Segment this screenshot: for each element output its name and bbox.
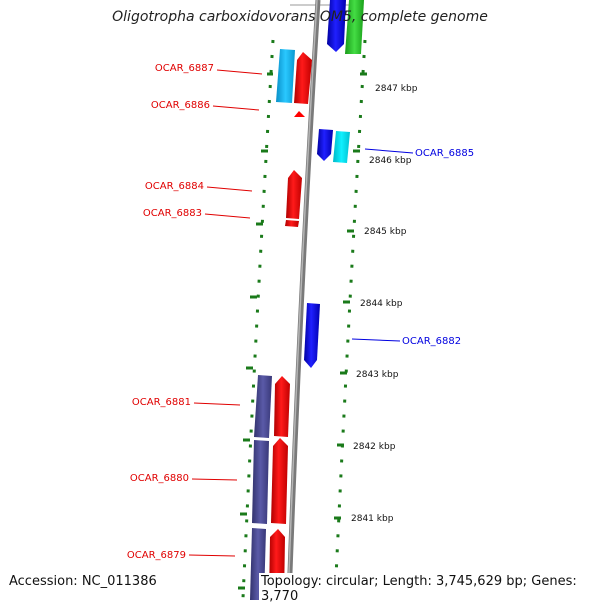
leader-ocar-6886 xyxy=(212,105,260,111)
label-leaders xyxy=(188,69,414,557)
leader-ocar-6884 xyxy=(206,186,253,192)
map-title: Oligotropha carboxidovorans OM5, complet… xyxy=(112,9,488,25)
tick-labels: 2847 kbp 2846 kbp 2845 kbp 2844 kbp 2843… xyxy=(351,84,418,524)
tick-label: 2844 kbp xyxy=(360,299,403,309)
gene-ocar-6887[interactable] xyxy=(276,49,295,103)
gene-labels: OCAR_6887 OCAR_6886 OCAR_6884 OCAR_6883 … xyxy=(127,63,474,561)
gene-ocar-6881[interactable] xyxy=(274,376,290,437)
tick-ring-right xyxy=(333,39,367,599)
major-ticks xyxy=(238,72,367,590)
gene-label-ocar-6885[interactable]: OCAR_6885 xyxy=(415,148,474,159)
tick-label: 2847 kbp xyxy=(375,84,418,94)
tick-ring-left xyxy=(241,39,275,599)
gene-ocar-6885-blue[interactable] xyxy=(317,129,333,161)
tick-label: 2841 kbp xyxy=(351,514,394,524)
tick-label: 2845 kbp xyxy=(364,227,407,237)
gene-features xyxy=(250,0,364,600)
gene-reverse[interactable] xyxy=(327,0,346,52)
leader-ocar-6887 xyxy=(216,69,263,75)
leader-ocar-6882 xyxy=(351,338,401,342)
gene-ocar-6880-purple[interactable] xyxy=(252,440,269,524)
gene-ocar-6886[interactable] xyxy=(294,111,305,117)
gene-ocar-6884[interactable] xyxy=(286,170,302,219)
gene-ocar-6881-purple[interactable] xyxy=(254,375,272,438)
tick-label: 2846 kbp xyxy=(369,156,412,166)
gene-label-ocar-6884[interactable]: OCAR_6884 xyxy=(145,181,204,192)
gene-label-ocar-6879[interactable]: OCAR_6879 xyxy=(127,550,186,561)
genome-summary-text: Topology: circular; Length: 3,745,629 bp… xyxy=(259,573,600,605)
leader-ocar-6883 xyxy=(204,213,251,219)
leader-ocar-6879 xyxy=(188,554,236,557)
gene-green[interactable] xyxy=(345,0,364,54)
gene-label-ocar-6887[interactable]: OCAR_6887 xyxy=(155,63,214,74)
gene-ocar-6885-cyan[interactable] xyxy=(333,131,350,163)
gene-label-ocar-6881[interactable]: OCAR_6881 xyxy=(132,397,191,408)
leader-ocar-6885 xyxy=(364,148,414,154)
gene-forward[interactable] xyxy=(294,52,312,104)
gene-label-ocar-6880[interactable]: OCAR_6880 xyxy=(130,473,189,484)
leader-ocar-6881 xyxy=(193,402,241,406)
gene-label-ocar-6882[interactable]: OCAR_6882 xyxy=(402,336,461,347)
accession-text: Accession: NC_011386 xyxy=(7,573,159,590)
genome-backbone-highlight xyxy=(287,0,318,600)
tick-label: 2842 kbp xyxy=(353,442,396,452)
gene-ocar-6882[interactable] xyxy=(304,303,320,368)
gene-ocar-6883[interactable] xyxy=(285,220,299,227)
gene-ocar-6880[interactable] xyxy=(271,438,288,524)
genome-backbone xyxy=(286,0,321,600)
tick-label: 2843 kbp xyxy=(356,370,399,380)
gene-label-ocar-6883[interactable]: OCAR_6883 xyxy=(143,208,202,219)
gene-label-ocar-6886[interactable]: OCAR_6886 xyxy=(151,100,210,111)
leader-ocar-6880 xyxy=(191,478,238,481)
